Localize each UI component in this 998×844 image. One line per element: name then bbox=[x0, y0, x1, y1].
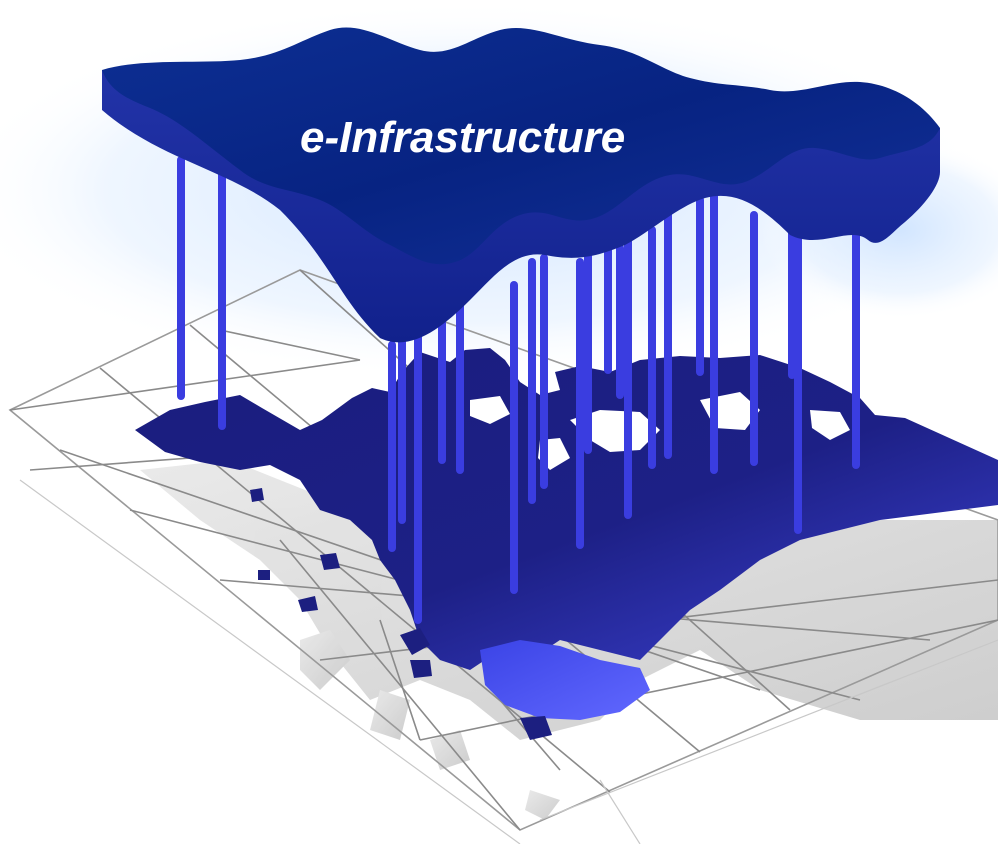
europe-landmass bbox=[135, 348, 998, 740]
lower-grid bbox=[19, 479, 998, 844]
infrastructure-canopy: e-Infrastructure bbox=[102, 27, 940, 343]
diagram-title: e-Infrastructure bbox=[300, 113, 625, 162]
connection-pillars bbox=[177, 156, 860, 624]
